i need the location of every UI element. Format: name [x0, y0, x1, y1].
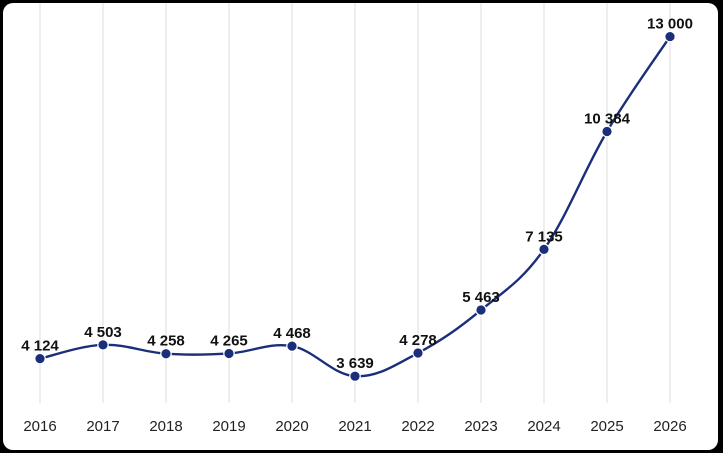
series-line: [39, 35, 671, 378]
data-label-2017: 4 503: [84, 324, 122, 341]
data-point-2019: [223, 347, 235, 360]
data-point-2021: [349, 370, 361, 382]
x-tick-2018: 2018: [149, 418, 182, 435]
data-point-2025: [601, 125, 613, 138]
data-label-2019: 4 265: [210, 332, 248, 349]
data-label-2016: 4 124: [21, 338, 59, 355]
line-chart: 2016 2017 2018 2019 2020 2021 2022 2023 2024 2025…: [21, 3, 693, 435]
data-point-2018: [160, 347, 172, 360]
x-tick-2021: 2021: [338, 418, 371, 435]
grid-lines: [39, 3, 671, 403]
data-point-2022: [412, 347, 424, 359]
chart-card: 2016 2017 2018 2019 2020 2021 2022 2023 2024 2025…: [3, 3, 718, 450]
data-point-2026: [664, 30, 676, 43]
data-label-2022: 4 278: [399, 332, 437, 349]
data-label-2023: 5 463: [462, 289, 500, 306]
x-tick-2023: 2023: [464, 418, 497, 435]
data-point-2016: [34, 352, 46, 365]
data-label-2021: 3 639: [336, 355, 374, 372]
x-tick-2024: 2024: [527, 418, 560, 435]
data-label-2018: 4 258: [147, 333, 185, 350]
x-tick-2017: 2017: [86, 418, 119, 435]
x-axis-ticks: 2016 2017 2018 2019 2020 2021 2022 2023 2024 2025…: [23, 418, 686, 435]
data-label-2026: 13 000: [647, 16, 693, 33]
series-points: [34, 30, 676, 382]
x-tick-2016: 2016: [23, 418, 56, 435]
data-point-2024: [538, 243, 550, 256]
data-labels: 4 124 4 503 4 258 4 265 4 468 3 639 4 278 5 463…: [21, 16, 693, 373]
x-tick-2022: 2022: [401, 418, 434, 435]
x-tick-2026: 2026: [653, 418, 686, 435]
data-label-2025: 10 384: [584, 110, 631, 127]
x-tick-2019: 2019: [212, 418, 245, 435]
x-tick-2025: 2025: [590, 418, 623, 435]
x-tick-2020: 2020: [275, 418, 308, 435]
data-label-2024: 7 135: [525, 228, 563, 245]
data-label-2020: 4 468: [273, 325, 311, 342]
data-point-2017: [97, 339, 109, 351]
data-point-2020: [286, 340, 298, 352]
data-point-2023: [475, 304, 487, 316]
